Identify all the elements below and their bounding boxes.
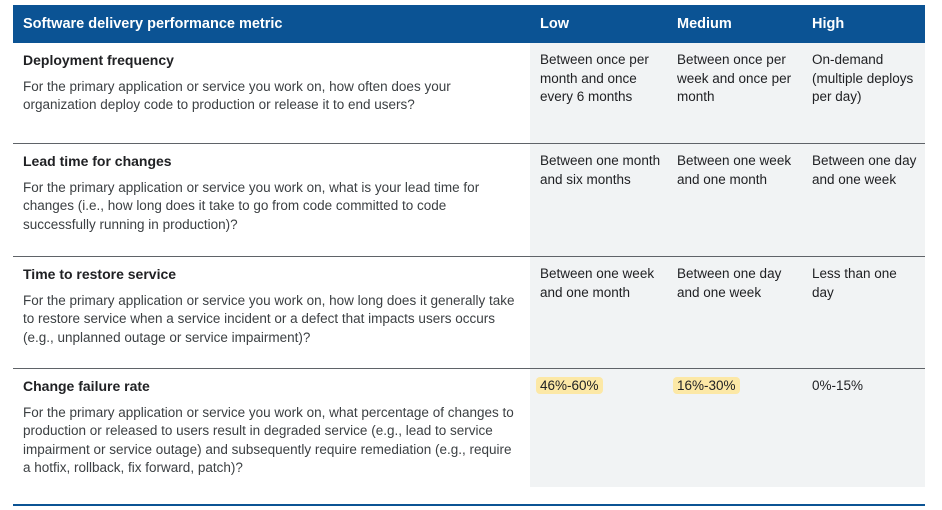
metric-cell: Lead time for changes For the primary ap… [13,144,530,256]
header-low: Low [540,16,569,32]
medium-value: Between once per week and once per month [667,43,802,143]
metric-description: For the primary application or service y… [23,404,514,476]
metric-cell: Deployment frequency For the primary app… [13,43,530,143]
table-row-change-failure-rate: Change failure rate For the primary appl… [13,369,925,487]
table-row-time-to-restore: Time to restore service For the primary … [13,257,925,368]
medium-value-highlight: 16%-30% [673,377,740,394]
medium-value: Between one week and one month [667,144,802,256]
row-divider [13,256,925,257]
table-header: Software delivery performance metric Low… [13,5,925,43]
high-value: Less than one day [802,257,925,368]
low-value: Between once per month and once every 6 … [530,43,667,143]
row-divider [13,368,925,369]
header-medium: Medium [677,16,732,32]
metric-title: Lead time for changes [23,153,172,169]
high-value: On-demand (multiple deploys per day) [802,43,925,143]
high-value: 0%-15% [802,369,925,487]
metric-description: For the primary application or service y… [23,78,451,113]
metric-description: For the primary application or service y… [23,292,515,345]
high-value: Between one day and one week [802,144,925,256]
low-value: Between one month and six months [530,144,667,256]
metric-title: Time to restore service [23,266,177,282]
medium-value-cell: 16%-30% [667,369,802,487]
low-value-highlight: 46%-60% [536,377,603,394]
low-value: Between one week and one month [530,257,667,368]
metric-title: Deployment frequency [23,52,174,68]
header-high: High [812,16,845,32]
bottom-rule [13,504,925,506]
metric-cell: Time to restore service For the primary … [13,257,530,368]
metric-title: Change failure rate [23,378,150,394]
metric-description: For the primary application or service y… [23,179,480,232]
low-value-cell: 46%-60% [530,369,667,487]
table-row-lead-time: Lead time for changes For the primary ap… [13,144,925,256]
header-metric: Software delivery performance metric [23,16,283,32]
table-row-deployment-frequency: Deployment frequency For the primary app… [13,43,925,143]
metrics-table: Software delivery performance metric Low… [13,5,925,487]
metric-cell: Change failure rate For the primary appl… [13,369,530,487]
medium-value: Between one day and one week [667,257,802,368]
row-divider [13,143,925,144]
